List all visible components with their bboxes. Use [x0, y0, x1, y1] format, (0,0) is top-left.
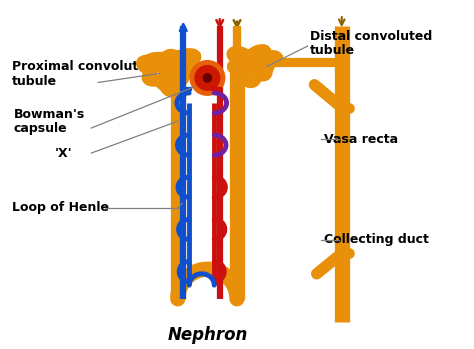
Circle shape [190, 61, 225, 95]
Text: 'X': 'X' [55, 147, 73, 159]
Text: Collecting duct: Collecting duct [324, 233, 428, 246]
Text: Bowman's: Bowman's [14, 108, 85, 121]
Circle shape [203, 74, 211, 82]
Text: Proximal convoluted: Proximal convoluted [11, 60, 155, 73]
Text: Distal convoluted: Distal convoluted [310, 30, 432, 43]
Text: Vasa recta: Vasa recta [324, 133, 398, 146]
Text: Loop of Henle: Loop of Henle [11, 201, 109, 214]
Text: tubule: tubule [11, 75, 57, 88]
Circle shape [195, 66, 219, 90]
Text: Nephron: Nephron [167, 326, 247, 344]
Text: tubule: tubule [310, 44, 355, 57]
Text: capsule: capsule [14, 121, 67, 134]
